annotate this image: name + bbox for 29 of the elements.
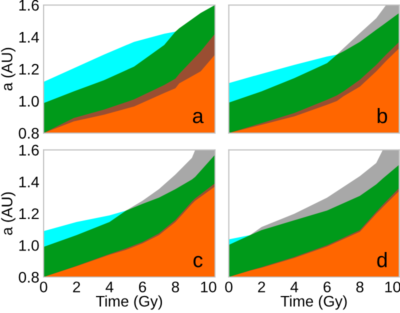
x-tick-label: 6 [139, 282, 146, 292]
x-axis-title: Time (Gy) [280, 295, 347, 310]
y-axis-title: a (AU) [1, 192, 16, 235]
y-tick-label: 1.4 [19, 32, 39, 43]
annotation: d [377, 252, 387, 268]
x-tick-label: 4 [106, 282, 114, 292]
y-tick-label: 0.8 [18, 272, 39, 283]
y-tick-label: 1.4 [19, 176, 39, 188]
y-tick-label: 1.2 [19, 64, 39, 75]
annotation: a [192, 112, 204, 124]
y-tick-label: 1.0 [19, 96, 39, 107]
x-tick-label: 6 [324, 282, 331, 292]
x-tick-label: 4 [290, 282, 298, 292]
x-tick-label: 10 [201, 282, 216, 292]
annotation: c [194, 256, 203, 268]
y-axis-title: a (AU) [1, 48, 16, 90]
y-tick-label: 1.6 [19, 144, 39, 156]
x-tick-label: 8 [172, 282, 180, 292]
annotation: b [378, 108, 388, 124]
y-tick-label: 1.0 [19, 240, 39, 251]
x-tick-label: 2 [73, 282, 80, 292]
x-tick-label: 2 [258, 282, 266, 292]
x-tick-label: 0 [40, 282, 48, 292]
y-tick-label: 1.6 [19, 0, 39, 11]
y-tick-label: 1.2 [19, 208, 39, 219]
x-tick-label: 8 [356, 282, 364, 292]
x-tick-label: 0 [225, 282, 232, 292]
y-tick-label: 0.8 [18, 128, 39, 139]
x-axis-title: Time (Gy) [96, 295, 162, 310]
